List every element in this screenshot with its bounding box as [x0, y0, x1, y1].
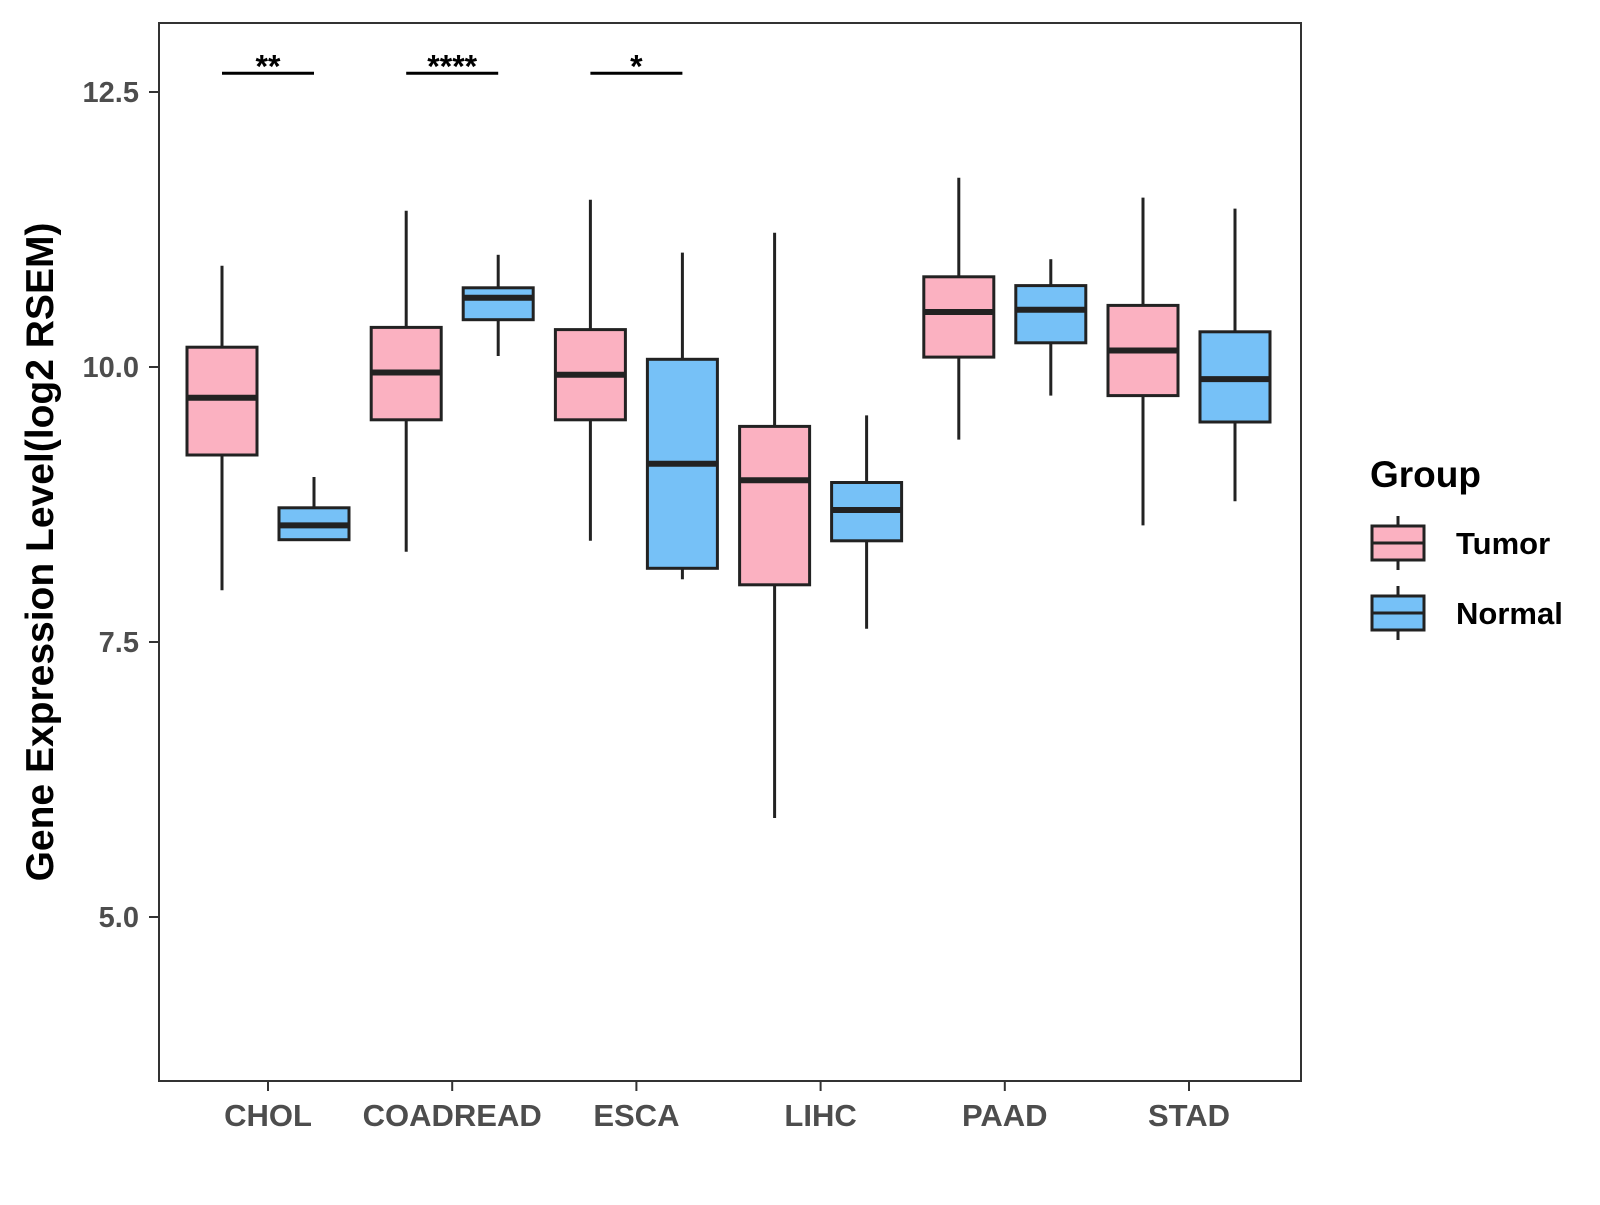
legend-label-normal: Normal	[1456, 596, 1563, 631]
y-tick-label: 7.5	[99, 627, 139, 659]
legend-title: Group	[1370, 454, 1481, 495]
box-normal-stad	[1198, 208, 1272, 502]
y-axis-title: Gene Expression Level(log2 RSEM)	[19, 223, 62, 882]
y-tick-label: 5.0	[99, 902, 139, 934]
y-tick-label: 12.5	[83, 77, 139, 109]
legend-entry-normal: Normal	[1370, 586, 1563, 640]
box-normal-paad	[1014, 259, 1088, 396]
significance-label: *	[630, 48, 643, 84]
y-axis: 5.0 7.5 10.0 12.5	[83, 77, 159, 934]
significance-label: **	[256, 48, 281, 84]
box-tumor-paad	[922, 177, 996, 440]
box-body	[1014, 284, 1088, 345]
box-tumor-coadread	[369, 210, 443, 552]
x-axis: CHOL COADREAD ESCA LIHC PAAD STAD	[224, 1081, 1230, 1133]
y-tick-label: 10.0	[83, 352, 139, 384]
panel-border	[158, 22, 1302, 1082]
box-tumor-esca	[553, 199, 627, 541]
x-tick-label: CHOL	[224, 1098, 312, 1133]
box-body	[461, 286, 535, 322]
x-tick-label: ESCA	[593, 1098, 679, 1133]
x-tick-label: LIHC	[784, 1098, 856, 1133]
box-tumor-chol	[185, 265, 259, 591]
legend-label-tumor: Tumor	[1456, 526, 1550, 561]
box-body	[185, 345, 259, 457]
significance-label: ****	[427, 48, 477, 84]
box-normal-coadread	[461, 254, 535, 356]
box-body	[738, 424, 812, 587]
box-normal-chol	[277, 477, 351, 542]
legend: Group Tumor Normal	[1370, 454, 1563, 640]
x-tick-label: PAAD	[962, 1098, 1048, 1133]
significance-annotations: ** **** *	[222, 48, 683, 84]
x-tick-label: STAD	[1148, 1098, 1230, 1133]
box-tumor-stad	[1106, 197, 1180, 526]
box-normal-lihc	[830, 415, 904, 629]
x-tick-label: COADREAD	[363, 1098, 542, 1133]
box-normal-esca	[645, 252, 719, 580]
plot-marks	[185, 177, 1272, 818]
box-body	[922, 275, 996, 359]
box-tumor-lihc	[738, 232, 812, 818]
legend-entry-tumor: Tumor	[1370, 516, 1550, 570]
